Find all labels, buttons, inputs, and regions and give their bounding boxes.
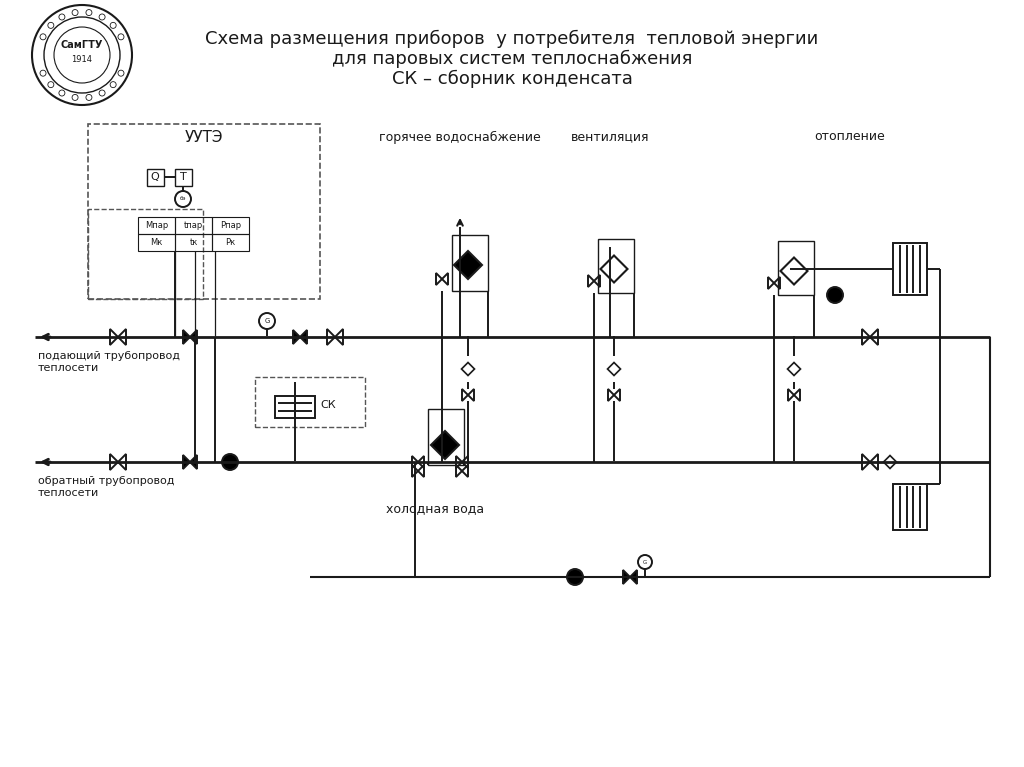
Text: tк: tк: [189, 238, 198, 247]
Polygon shape: [183, 330, 190, 344]
Bar: [212, 217, 249, 234]
Bar: [175, 217, 212, 234]
Bar: [138, 234, 175, 251]
Text: СК: СК: [319, 400, 336, 410]
Circle shape: [827, 287, 843, 303]
Text: обратный трубопровод
теплосети: обратный трубопровод теплосети: [38, 476, 174, 498]
Circle shape: [567, 569, 583, 585]
Bar: [893, 484, 927, 530]
Text: Мк: Мк: [151, 238, 163, 247]
Polygon shape: [300, 330, 307, 344]
Bar: [174, 169, 191, 186]
Text: для паровых систем теплоснабжения: для паровых систем теплоснабжения: [332, 50, 692, 68]
Circle shape: [222, 454, 238, 470]
Text: Рк: Рк: [225, 238, 236, 247]
Text: горячее водоснабжение: горячее водоснабжение: [379, 130, 541, 143]
Text: холодная вода: холодная вода: [386, 502, 484, 515]
Bar: [275, 396, 315, 418]
Polygon shape: [183, 455, 190, 469]
Bar: [452, 235, 488, 291]
Bar: [428, 409, 464, 465]
Text: Мпар: Мпар: [144, 221, 168, 230]
Text: 1914: 1914: [72, 55, 92, 64]
Text: вентиляция: вентиляция: [570, 130, 649, 143]
Bar: [778, 241, 814, 295]
Text: отопление: отопление: [815, 130, 886, 143]
Text: G: G: [264, 318, 269, 324]
Polygon shape: [630, 570, 637, 584]
Polygon shape: [190, 330, 197, 344]
Text: бэ: бэ: [180, 196, 186, 202]
Bar: [88, 209, 203, 299]
Polygon shape: [623, 570, 630, 584]
Text: Рпар: Рпар: [220, 221, 241, 230]
Polygon shape: [293, 330, 300, 344]
Bar: [598, 239, 634, 293]
Text: подающий трубопровод
теплосети: подающий трубопровод теплосети: [38, 351, 180, 373]
Text: Q: Q: [151, 172, 160, 182]
Bar: [138, 217, 175, 234]
Bar: [146, 169, 164, 186]
Polygon shape: [190, 455, 197, 469]
Bar: [88, 124, 319, 299]
Text: T: T: [179, 172, 186, 182]
Text: СамГТУ: СамГТУ: [60, 40, 103, 50]
Text: G: G: [643, 559, 647, 565]
Polygon shape: [431, 431, 459, 459]
Bar: [893, 243, 927, 295]
Text: УУТЭ: УУТЭ: [184, 130, 223, 146]
Text: СК – сборник конденсата: СК – сборник конденсата: [391, 70, 633, 88]
Polygon shape: [454, 251, 482, 279]
Bar: [255, 377, 365, 427]
Bar: [212, 234, 249, 251]
Text: Схема размещения приборов  у потребителя  тепловой энергии: Схема размещения приборов у потребителя …: [206, 30, 818, 48]
Text: tпар: tпар: [184, 221, 203, 230]
Bar: [175, 234, 212, 251]
